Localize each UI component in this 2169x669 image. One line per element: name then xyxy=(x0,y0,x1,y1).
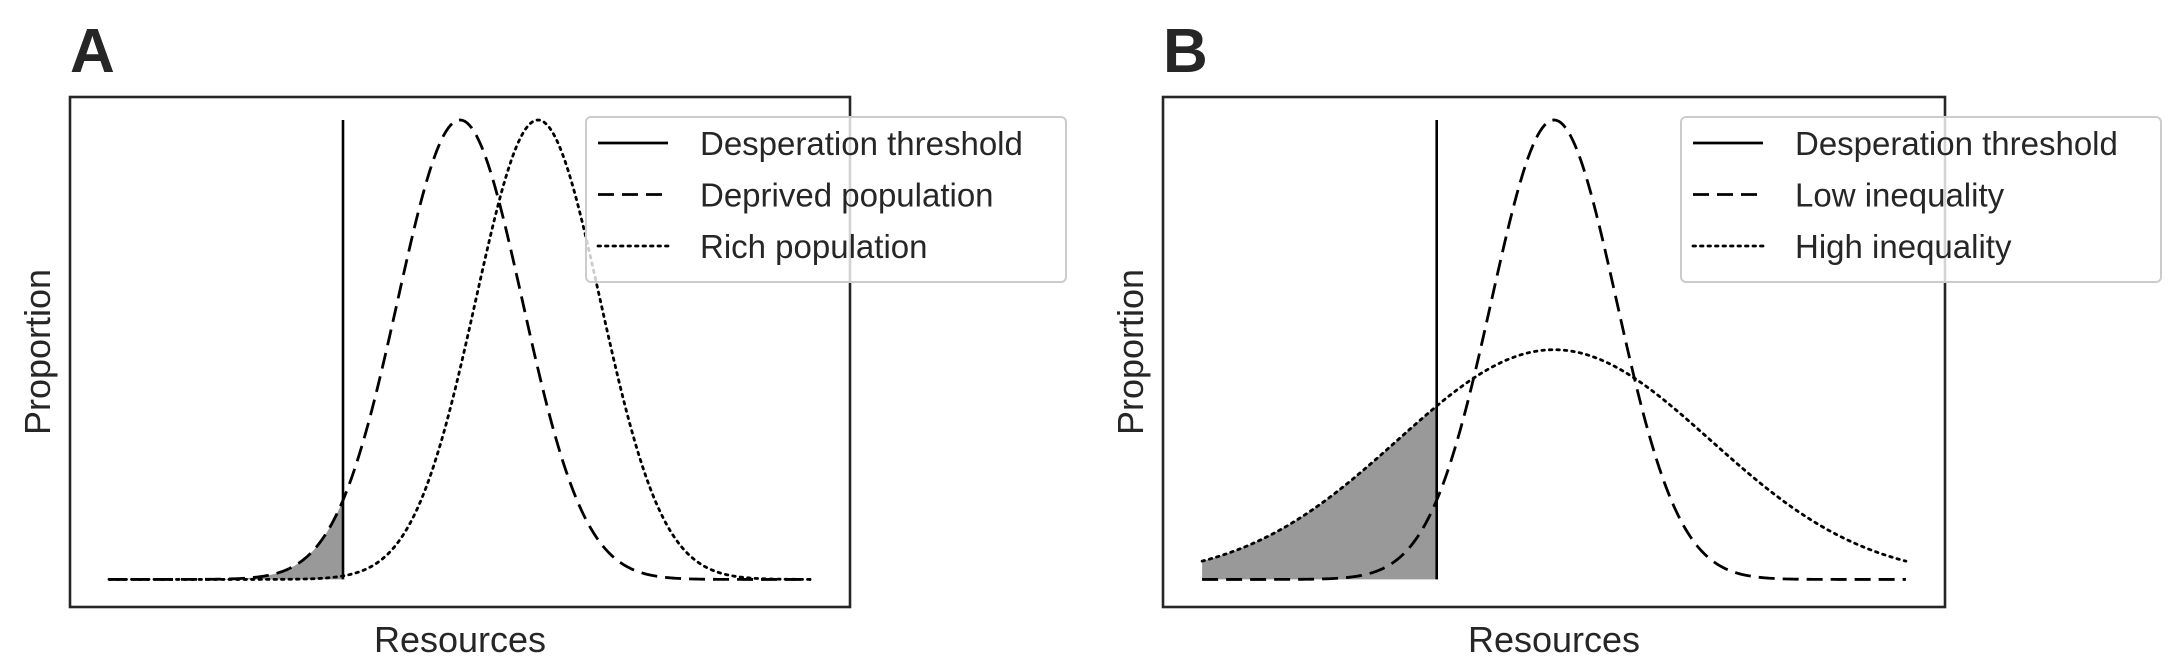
series-line xyxy=(1200,348,1908,563)
panel-a: A Resources Proportion Desperation threshol… xyxy=(17,17,1067,660)
x-axis-label: Resources xyxy=(374,619,546,660)
legend-box xyxy=(585,116,1067,283)
y-axis-label: Proportion xyxy=(1110,269,1151,435)
legend-label: Rich population xyxy=(700,228,928,265)
y-axis-label: Proportion xyxy=(17,269,58,435)
shaded-area xyxy=(1202,406,1437,580)
panel-b: B Resources Proportion Desperation threshol… xyxy=(1110,17,2162,660)
panel-label: A xyxy=(70,17,115,86)
plot-frame xyxy=(1161,95,1947,609)
legend-label: Desperation threshold xyxy=(700,125,1023,162)
shaded-area xyxy=(109,500,343,580)
series-line xyxy=(107,118,813,581)
panel-label: B xyxy=(1163,17,1208,86)
x-axis-label: Resources xyxy=(1468,619,1640,660)
legend-label: Desperation threshold xyxy=(1795,125,2118,162)
legend: Desperation threshold Deprived population… xyxy=(585,116,1067,283)
legend-box xyxy=(1680,116,2162,283)
legend-label: Low inequality xyxy=(1795,177,2005,214)
plot-frame xyxy=(68,95,852,609)
legend-label: High inequality xyxy=(1795,228,2012,265)
legend: Desperation threshold Low inequality High … xyxy=(1680,116,2162,283)
legend-label: Deprived population xyxy=(700,177,994,214)
series-line xyxy=(1202,118,1906,581)
series-line xyxy=(109,118,811,581)
